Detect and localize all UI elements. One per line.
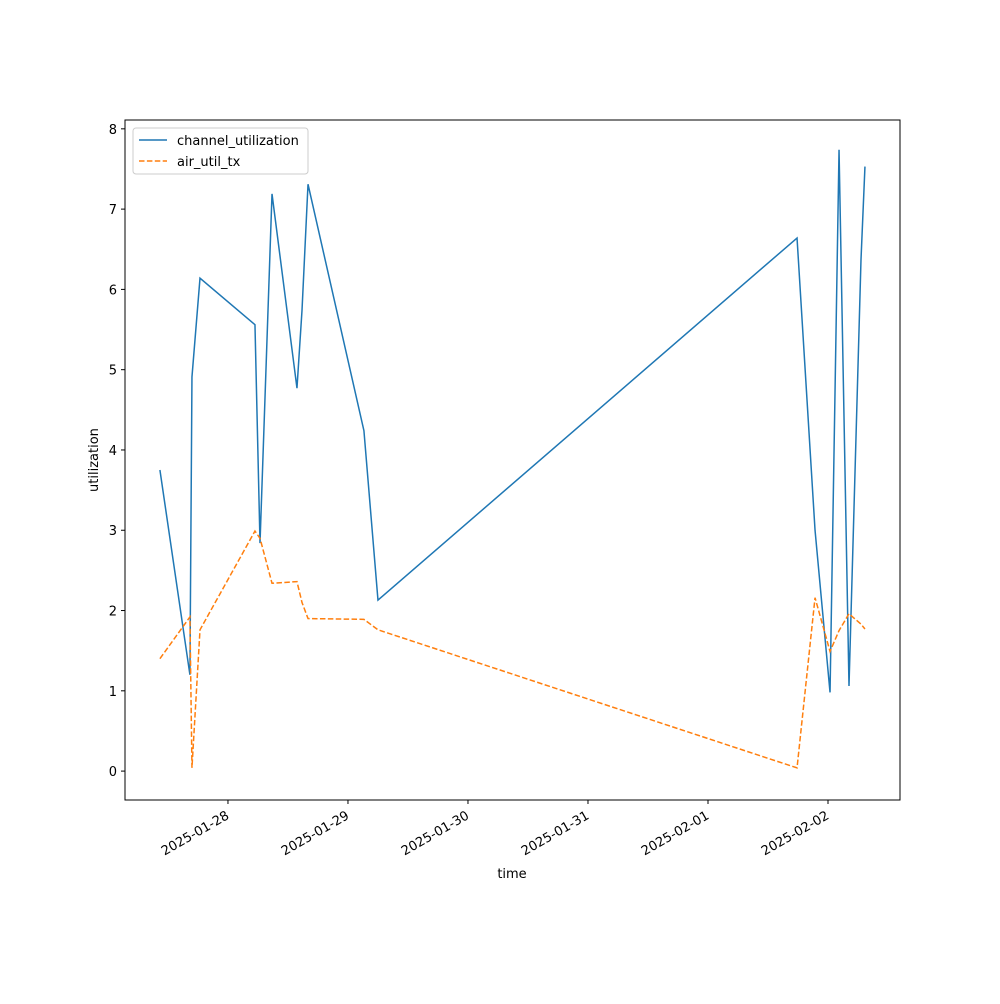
y-tick-label: 1	[109, 685, 117, 700]
y-tick-label: 7	[109, 203, 117, 218]
y-tick-label: 4	[109, 444, 117, 459]
legend-label: air_util_tx	[177, 155, 241, 170]
y-tick-label: 2	[109, 605, 117, 620]
x-tick-label: 2025-02-01	[639, 808, 712, 859]
y-tick-label: 0	[109, 765, 117, 780]
y-tick-label: 5	[109, 364, 117, 379]
y-tick-label: 8	[109, 123, 117, 138]
x-tick-label: 2025-01-28	[159, 808, 232, 859]
x-axis-label: time	[497, 867, 526, 882]
y-tick-label: 3	[109, 524, 117, 539]
x-tick-label: 2025-02-02	[759, 808, 832, 859]
x-tick-label: 2025-01-29	[279, 808, 352, 859]
series-line	[159, 149, 866, 693]
series-line	[159, 529, 866, 769]
legend-label: channel_utilization	[177, 134, 299, 149]
y-tick-label: 6	[109, 283, 117, 298]
x-tick-label: 2025-01-30	[399, 808, 472, 859]
y-axis-label: utilization	[87, 428, 102, 492]
legend-box	[132, 127, 309, 175]
x-tick-label: 2025-01-31	[519, 808, 592, 859]
plot-frame	[124, 119, 901, 801]
